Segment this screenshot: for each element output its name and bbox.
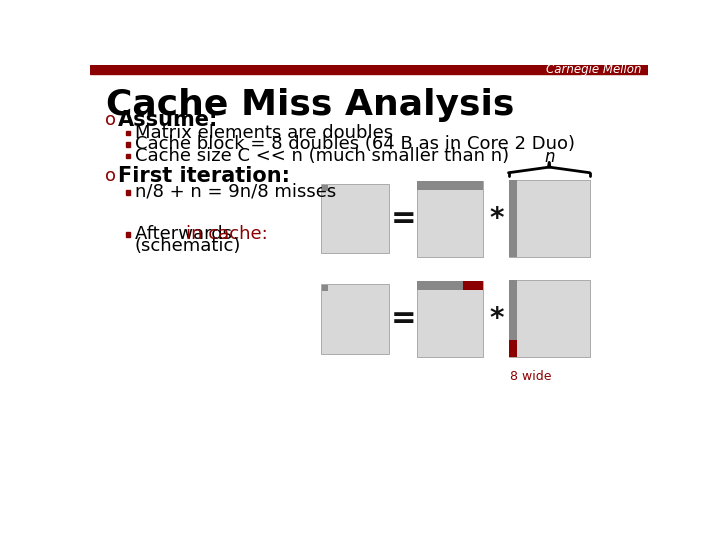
Text: Cache size C << n (much smaller than n): Cache size C << n (much smaller than n) [135, 147, 509, 165]
Text: Cache block = 8 doubles (64 B as in Core 2 Duo): Cache block = 8 doubles (64 B as in Core… [135, 135, 575, 153]
Bar [508, 280, 517, 340]
Text: First iteration:: First iteration: [118, 166, 290, 186]
Bar [508, 280, 590, 356]
Text: =: = [391, 305, 417, 333]
Bar [126, 190, 130, 194]
Text: n/8 + n = 9n/8 misses: n/8 + n = 9n/8 misses [135, 183, 336, 201]
Text: Carnegie Mellon: Carnegie Mellon [546, 63, 642, 76]
Text: *: * [490, 305, 504, 333]
Bar [126, 232, 130, 237]
Bar [126, 142, 130, 147]
Text: Assume:: Assume: [118, 110, 218, 130]
Text: n: n [544, 148, 554, 166]
Bar [463, 281, 483, 289]
Bar [417, 281, 463, 289]
Text: Afterwards: Afterwards [135, 225, 238, 243]
Text: o: o [106, 111, 117, 129]
Bar [417, 181, 483, 190]
Text: (schematic): (schematic) [135, 237, 241, 255]
Bar [322, 285, 328, 291]
Bar [508, 179, 590, 256]
Text: Matrix elements are doubles: Matrix elements are doubles [135, 124, 393, 141]
Bar [126, 131, 130, 135]
Bar [90, 65, 648, 74]
Bar [321, 184, 389, 253]
Bar [126, 154, 130, 158]
Bar [508, 340, 517, 356]
Text: *: * [490, 205, 504, 233]
Bar [417, 181, 483, 256]
Text: o: o [106, 167, 117, 185]
Bar [508, 179, 517, 256]
Text: Cache Miss Analysis: Cache Miss Analysis [106, 88, 514, 122]
Bar [417, 281, 483, 356]
Bar [322, 185, 328, 191]
Text: 8 wide: 8 wide [510, 370, 552, 383]
Bar [321, 284, 389, 354]
Text: in cache:: in cache: [186, 225, 268, 243]
Text: =: = [391, 204, 417, 233]
